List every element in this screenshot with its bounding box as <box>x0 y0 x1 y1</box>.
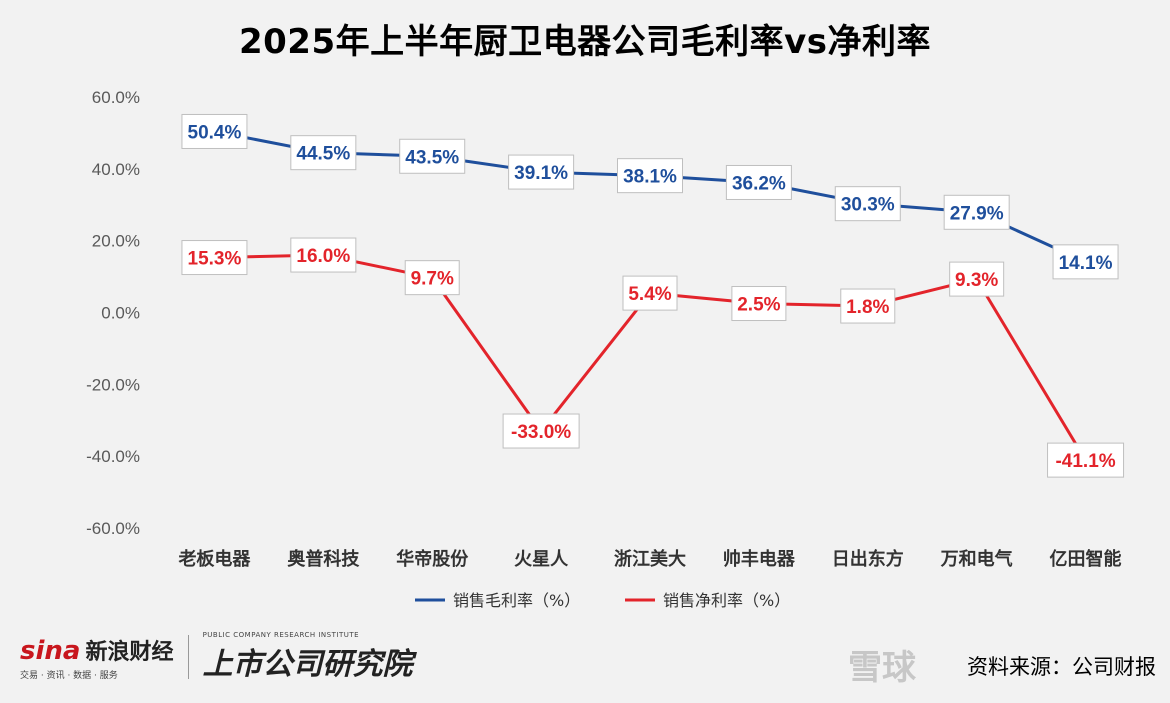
x-tick-label: 浙江美大 <box>614 548 686 570</box>
data-label-box <box>290 135 357 171</box>
y-tick-label: -20.0% <box>86 375 140 394</box>
x-tick-label: 日出东方 <box>832 548 904 570</box>
data-label-text: 44.5% <box>296 144 350 165</box>
data-label: 1.8% <box>840 288 896 324</box>
data-label-box <box>399 138 466 174</box>
y-tick-label: 60.0% <box>92 88 140 107</box>
xueqiu-watermark: 雪球 <box>848 648 916 688</box>
data-label: 44.5% <box>290 135 357 171</box>
data-label-box <box>834 186 901 222</box>
data-label-text: 15.3% <box>188 249 242 270</box>
data-label: 5.4% <box>622 275 678 311</box>
y-tick-label: -40.0% <box>86 447 140 466</box>
legend-label: 销售毛利率（%） <box>453 591 580 610</box>
data-label-text: 39.1% <box>514 163 568 184</box>
y-axis: 60.0% 40.0% 20.0% 0.0% -20.0% -40.0% -60.0% <box>86 88 140 538</box>
data-label-text: 43.5% <box>405 147 459 168</box>
data-label-box <box>1047 442 1125 478</box>
data-label: 27.9% <box>943 194 1010 230</box>
data-label-text: 50.4% <box>188 122 242 143</box>
data-label-text: -33.0% <box>511 422 571 443</box>
data-label: 2.5% <box>731 286 787 322</box>
data-label: 30.3% <box>834 186 901 222</box>
x-tick-label: 老板电器 <box>178 548 251 570</box>
data-label-text: 1.8% <box>846 297 889 318</box>
data-label-box <box>404 260 460 296</box>
data-label: 9.7% <box>404 260 460 296</box>
data-label-box <box>508 154 575 190</box>
sina-mark: sina <box>20 635 81 666</box>
institute-logo: PUBLIC COMPANY RESEARCH INSTITUTE 上市公司研究… <box>203 631 413 683</box>
legend-label: 销售净利率（%） <box>663 591 790 610</box>
data-label-box <box>949 261 1005 297</box>
x-tick-label: 亿田智能 <box>1050 548 1122 570</box>
data-label-box <box>725 164 792 200</box>
data-label-text: 5.4% <box>628 284 671 305</box>
y-tick-label: 0.0% <box>101 304 140 323</box>
data-label: 15.3% <box>181 240 248 276</box>
data-label-box <box>943 194 1010 230</box>
y-tick-label: 40.0% <box>92 160 140 179</box>
data-label-box <box>181 240 248 276</box>
data-label-box <box>181 113 248 149</box>
x-tick-label: 奥普科技 <box>287 548 360 570</box>
x-tick-label: 火星人 <box>514 549 569 570</box>
data-label-box <box>731 286 787 322</box>
data-label-text: 27.9% <box>950 203 1004 224</box>
data-labels: 50.4% 44.5% 43.5% 39.1% 38.1% 36.2% 30.3% 27.9%… <box>181 113 1125 478</box>
data-source: 资料来源：公司财报 <box>967 656 1156 679</box>
x-axis: 老板电器 奥普科技 华帝股份 火星人 浙江美大 帅丰电器 日出东方 万和电气 亿田智能 <box>178 548 1121 570</box>
sina-logo: sina 新浪财经 交易 · 资讯 · 数据 · 服务 <box>20 634 174 681</box>
data-label-box <box>840 288 896 324</box>
y-tick-label: 20.0% <box>92 232 140 251</box>
legend: 销售毛利率（%） 销售净利率（%） <box>415 591 790 610</box>
data-label: 16.0% <box>290 237 357 273</box>
data-label-text: 9.3% <box>955 270 998 291</box>
data-label-text: 30.3% <box>841 195 895 216</box>
data-label: -41.1% <box>1047 442 1125 478</box>
y-tick-label: -60.0% <box>86 519 140 538</box>
footer-divider <box>187 635 189 679</box>
data-label: 9.3% <box>949 261 1005 297</box>
data-label-text: 16.0% <box>296 246 350 267</box>
sina-tagline: 交易 · 资讯 · 数据 · 服务 <box>20 670 118 681</box>
data-label: 43.5% <box>399 138 466 174</box>
data-label-text: 14.1% <box>1059 253 1113 274</box>
data-label: 36.2% <box>725 164 792 200</box>
data-label: 39.1% <box>508 154 575 190</box>
sina-finance-name: 新浪财经 <box>85 639 174 665</box>
data-label-box <box>502 413 580 449</box>
footer-logo: sina 新浪财经 交易 · 资讯 · 数据 · 服务 PUBLIC COMPA… <box>20 631 413 683</box>
data-label-text: 38.1% <box>623 167 677 188</box>
data-label: 50.4% <box>181 113 248 149</box>
data-label-text: -41.1% <box>1055 451 1115 472</box>
data-label: -33.0% <box>502 413 580 449</box>
institute-name-en: PUBLIC COMPANY RESEARCH INSTITUTE <box>202 631 360 639</box>
data-label-box <box>290 237 357 273</box>
data-label: 38.1% <box>617 158 683 194</box>
data-label-box <box>617 158 683 194</box>
x-tick-label: 帅丰电器 <box>723 548 796 570</box>
data-label-box <box>1052 244 1119 280</box>
data-label: 14.1% <box>1052 244 1119 280</box>
chart-title: 2025年上半年厨卫电器公司毛利率vs净利率 <box>238 22 932 62</box>
data-label-box <box>622 275 678 311</box>
x-tick-label: 万和电气 <box>940 548 1013 570</box>
institute-name-cn: 上市公司研究院 <box>202 647 413 682</box>
data-label-text: 36.2% <box>732 173 786 194</box>
data-label-text: 2.5% <box>737 295 780 316</box>
x-tick-label: 华帝股份 <box>396 548 469 570</box>
data-label-text: 9.7% <box>411 269 454 290</box>
